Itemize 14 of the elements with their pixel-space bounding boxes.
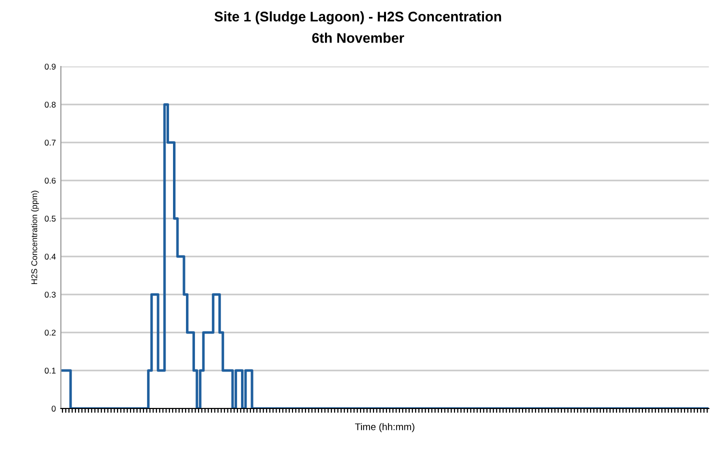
- x-axis-title: Time (hh:mm): [355, 423, 414, 432]
- chart-subtitle: 6th November: [312, 32, 404, 43]
- y-axis-title: H2S Concentration (ppm): [31, 190, 39, 284]
- y-tick-label: 0.7: [44, 140, 56, 146]
- y-tick-label: 0.8: [44, 102, 56, 108]
- y-tick-label: 0.9: [44, 64, 56, 70]
- y-tick-label: 0: [52, 406, 56, 412]
- y-tick-label: 0.1: [44, 368, 56, 374]
- y-tick-label: 0.3: [44, 292, 56, 298]
- y-tick-label: 0.6: [44, 178, 56, 184]
- y-tick-label: 0.4: [44, 254, 56, 260]
- chart-title: Site 1 (Sludge Lagoon) - H2S Concentration: [214, 11, 502, 24]
- y-tick-label: 0.2: [44, 330, 56, 336]
- y-tick-label: 0.5: [44, 216, 56, 222]
